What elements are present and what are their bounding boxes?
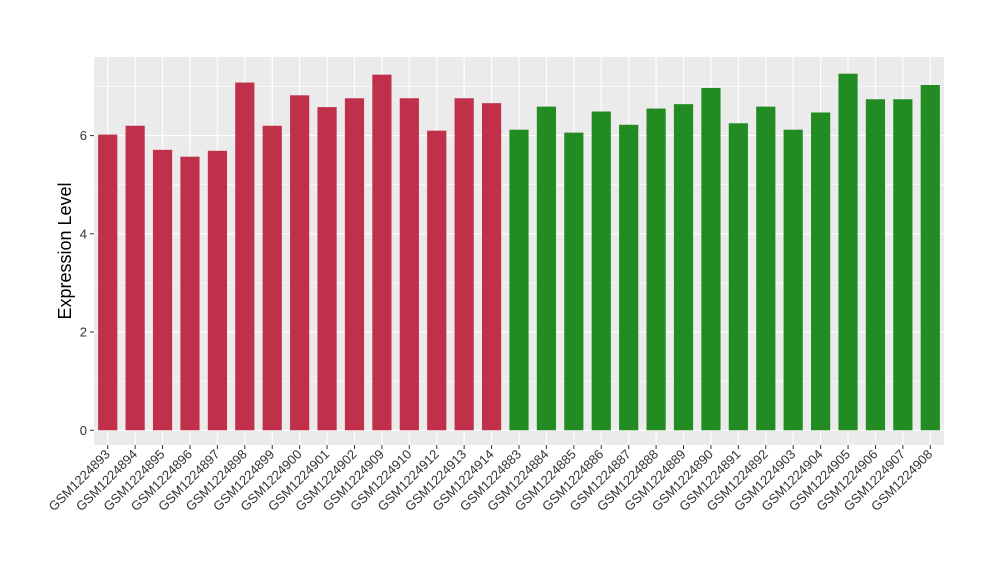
bar-GSM1224886 xyxy=(591,111,611,431)
bar-GSM1224887 xyxy=(619,124,639,431)
bar-GSM1224899 xyxy=(262,125,282,431)
bar-GSM1224893 xyxy=(98,134,118,431)
bar-GSM1224904 xyxy=(811,112,831,431)
bar-GSM1224894 xyxy=(125,125,145,431)
bar-GSM1224907 xyxy=(893,99,913,431)
bar-GSM1224895 xyxy=(152,149,173,431)
bar-GSM1224891 xyxy=(728,123,748,431)
bar-GSM1224897 xyxy=(207,150,227,431)
bar-GSM1224890 xyxy=(701,87,721,431)
bar-GSM1224902 xyxy=(344,98,365,431)
bar-GSM1224892 xyxy=(756,106,776,431)
bar-GSM1224885 xyxy=(564,132,584,431)
bar-GSM1224898 xyxy=(235,82,255,431)
y-tick-label: 6 xyxy=(80,128,87,143)
bar-GSM1224908 xyxy=(920,84,940,431)
bar-GSM1224913 xyxy=(454,98,474,431)
y-tick-label: 0 xyxy=(80,423,87,438)
bars xyxy=(98,73,940,431)
bar-GSM1224901 xyxy=(317,107,337,431)
y-axis-title: Expression Level xyxy=(55,182,75,319)
bar-GSM1224910 xyxy=(399,98,419,431)
bar-GSM1224888 xyxy=(646,108,666,431)
y-axis: 0 2 4 6 xyxy=(80,128,94,438)
bar-GSM1224909 xyxy=(372,74,392,431)
bar-GSM1224900 xyxy=(290,95,310,431)
bar-GSM1224884 xyxy=(536,106,557,431)
bar-GSM1224905 xyxy=(838,73,858,431)
bar-GSM1224883 xyxy=(509,129,529,431)
bar-GSM1224912 xyxy=(427,130,447,431)
bar-GSM1224903 xyxy=(783,129,803,431)
bar-GSM1224889 xyxy=(673,104,694,431)
x-axis: GSM1224893GSM1224894GSM1224895GSM1224896… xyxy=(45,445,935,514)
bar-GSM1224896 xyxy=(180,156,200,431)
bar-GSM1224906 xyxy=(865,99,886,431)
y-tick-label: 2 xyxy=(80,325,87,340)
bar-GSM1224914 xyxy=(481,103,502,431)
y-tick-label: 4 xyxy=(80,226,87,241)
